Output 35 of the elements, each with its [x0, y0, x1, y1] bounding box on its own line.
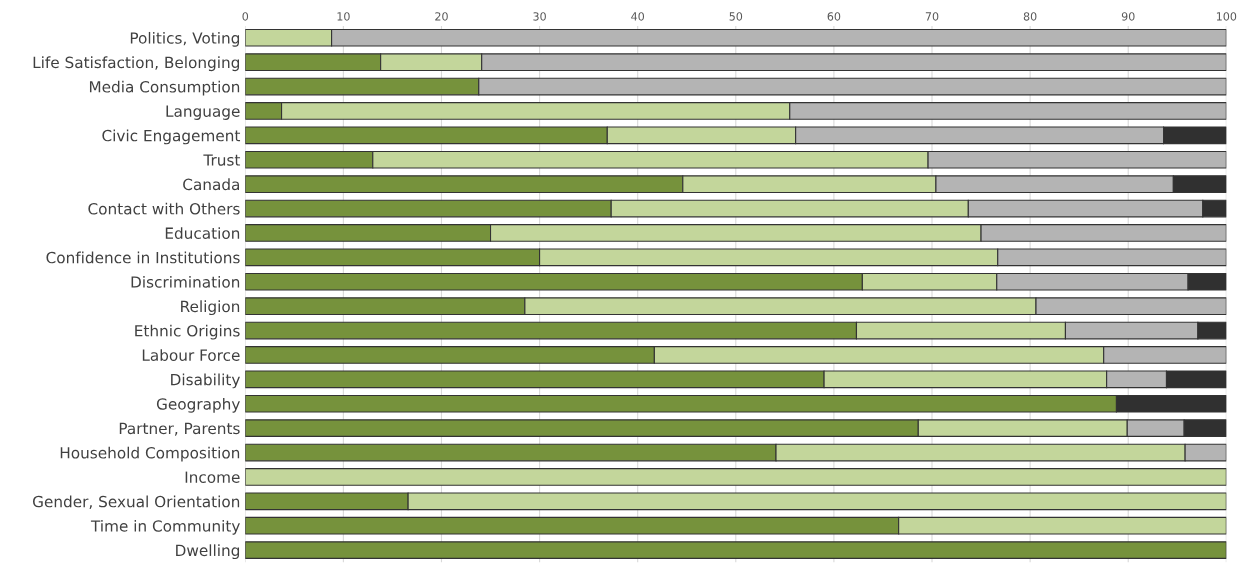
y-tick-label: Gender, Sexual Orientation [32, 495, 240, 509]
x-tick-label: 20 [435, 12, 448, 21]
y-tick-label: Politics, Voting [130, 31, 240, 47]
x-tick-label: 0 [242, 12, 249, 21]
y-tick-label: Geography [156, 397, 240, 413]
y-tick-label: Language [166, 105, 240, 120]
y-tick-label: Trust [203, 154, 241, 166]
y-tick-label: Disability [171, 373, 240, 389]
y-tick-label: Dwelling [176, 544, 240, 560]
x-tick-label: 60 [827, 12, 841, 21]
y-tick-label: Household Composition [60, 446, 240, 462]
y-tick-label: Religion [181, 300, 240, 316]
y-tick-label: Life Satisfaction, Belonging [33, 56, 240, 72]
x-tick-label: 30 [533, 12, 546, 21]
y-tick-label: Discrimination [131, 275, 240, 288]
x-tick-label: 50 [729, 12, 743, 21]
y-tick-label: Canada [183, 178, 240, 191]
y-tick-label: Partner, Parents [119, 422, 240, 436]
x-tick-label: 70 [925, 12, 939, 21]
y-tick-label: Time in Community [90, 519, 240, 535]
y-tick-label: Income [185, 471, 240, 483]
x-tick-label: 100 [1216, 12, 1237, 21]
bar [245, 541, 1227, 559]
y-tick-label: Contact with Others [88, 202, 240, 215]
y-tick-label: Civic Engagement [102, 129, 241, 145]
x-tick-label: 80 [1023, 12, 1037, 21]
y-tick-label: Media Consumption [89, 80, 240, 96]
y-tick-label: Education [165, 227, 240, 239]
bar [245, 468, 1227, 486]
x-tick-label: 10 [337, 12, 350, 21]
y-tick-label: Ethnic Origins [135, 324, 240, 340]
y-tick-label: Confidence in Institutions [46, 251, 240, 264]
x-tick-label: 40 [631, 12, 645, 21]
x-tick-label: 90 [1121, 12, 1135, 21]
y-tick-label: Labour Force [142, 349, 240, 361]
